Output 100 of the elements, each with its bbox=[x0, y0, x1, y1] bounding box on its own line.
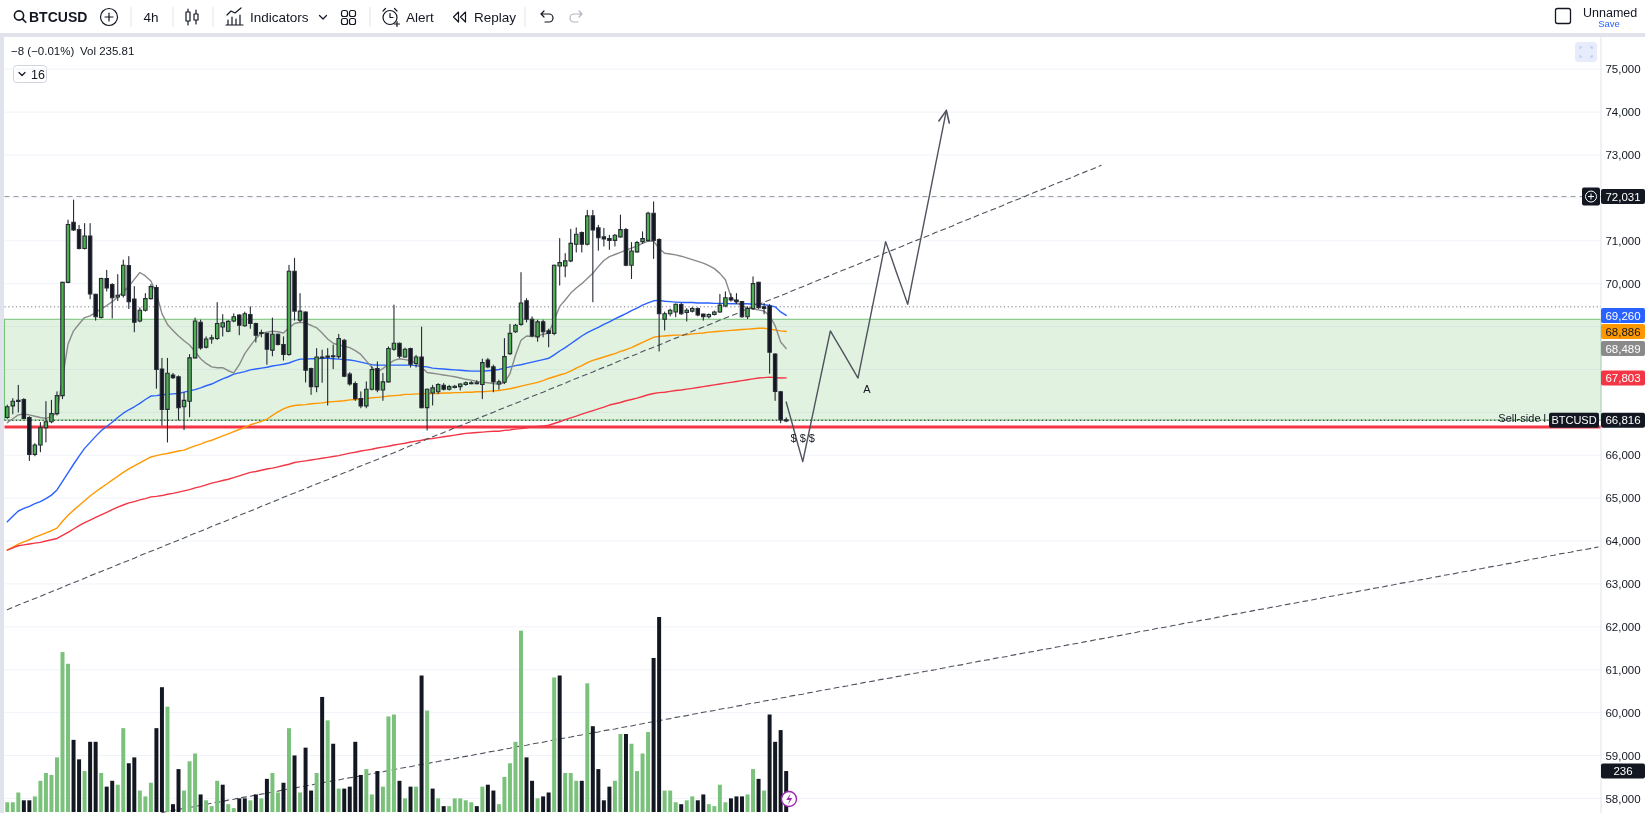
annotation: 68,489 bbox=[1605, 342, 1641, 355]
bar bbox=[563, 773, 568, 812]
bar bbox=[176, 769, 181, 812]
bar bbox=[325, 720, 330, 812]
annotation: 16 bbox=[31, 67, 45, 82]
bar bbox=[447, 806, 452, 812]
y-tick-label: 62,000 bbox=[1605, 620, 1641, 633]
bar bbox=[541, 796, 546, 812]
bar bbox=[552, 677, 557, 812]
bar bbox=[441, 806, 446, 812]
bar bbox=[673, 802, 678, 812]
bar bbox=[281, 782, 286, 812]
text: Save bbox=[1598, 17, 1620, 29]
bar bbox=[756, 778, 761, 812]
candlestick bbox=[513, 323, 518, 334]
bar bbox=[314, 773, 319, 812]
annotation: 67,803 bbox=[1605, 372, 1641, 385]
annotation: −8 (−0.01%) bbox=[11, 45, 75, 58]
annotation: Vol 235.81 bbox=[80, 45, 135, 58]
bar bbox=[391, 714, 396, 812]
bar bbox=[535, 798, 540, 812]
bar bbox=[264, 778, 269, 812]
ref-line-label: Sell-side l bbox=[1498, 411, 1546, 424]
bar bbox=[331, 743, 336, 812]
bar bbox=[248, 800, 253, 812]
text: 236 bbox=[1613, 765, 1633, 778]
bar bbox=[474, 806, 479, 812]
bar bbox=[364, 769, 369, 812]
y-tick-label: 64,000 bbox=[1605, 535, 1641, 548]
bar bbox=[358, 774, 363, 812]
bar bbox=[237, 798, 242, 812]
bar bbox=[679, 804, 684, 812]
y-tick-label: 73,000 bbox=[1605, 149, 1641, 162]
line-series bbox=[6, 299, 787, 523]
line-series bbox=[6, 240, 787, 424]
bar bbox=[430, 788, 435, 812]
y-tick-label: 60,000 bbox=[1605, 706, 1641, 719]
bar bbox=[425, 710, 430, 812]
bar bbox=[182, 790, 187, 812]
y-tick-label: 59,000 bbox=[1605, 749, 1641, 762]
bar bbox=[336, 788, 341, 812]
y-tick-label: 75,000 bbox=[1605, 63, 1641, 76]
y-tick-label: 65,000 bbox=[1605, 492, 1641, 505]
line-series bbox=[161, 546, 1599, 813]
bar bbox=[369, 794, 374, 812]
bar bbox=[198, 794, 203, 812]
bar bbox=[342, 788, 347, 812]
ref-line-label: 66,816 bbox=[1605, 414, 1641, 427]
y-tick-label: 58,000 bbox=[1605, 792, 1641, 805]
bar bbox=[507, 763, 512, 812]
ref-line-label: 72,031 bbox=[1605, 190, 1641, 203]
text: 4h bbox=[143, 9, 159, 25]
bar bbox=[740, 796, 744, 812]
text: Replay bbox=[474, 9, 517, 25]
y-tick-label: 70,000 bbox=[1605, 277, 1641, 290]
bar bbox=[159, 687, 164, 812]
bar bbox=[231, 808, 236, 812]
text: Alert bbox=[406, 9, 435, 25]
bar bbox=[519, 630, 523, 812]
bar bbox=[557, 675, 562, 812]
bar bbox=[397, 780, 402, 812]
bar bbox=[623, 734, 628, 812]
bar bbox=[93, 741, 98, 812]
bar bbox=[320, 696, 325, 812]
bar bbox=[148, 782, 153, 812]
bar bbox=[414, 786, 419, 812]
bar bbox=[54, 757, 59, 812]
y-tick-label: 71,000 bbox=[1605, 234, 1641, 247]
bar bbox=[165, 706, 170, 812]
bar bbox=[480, 786, 485, 812]
bar bbox=[242, 798, 247, 812]
y-tick-label: 74,000 bbox=[1605, 106, 1641, 119]
annotation: 68,886 bbox=[1605, 325, 1641, 338]
bar bbox=[82, 771, 87, 812]
bar bbox=[292, 755, 297, 812]
bar bbox=[579, 780, 584, 812]
y-tick-label: 66,000 bbox=[1605, 449, 1641, 462]
text: Indicators bbox=[250, 9, 309, 25]
candlestick bbox=[507, 323, 513, 355]
bar bbox=[66, 663, 71, 812]
bar bbox=[403, 798, 407, 812]
bar bbox=[298, 792, 303, 812]
bar bbox=[635, 771, 640, 812]
bar bbox=[171, 804, 175, 812]
bar bbox=[275, 792, 280, 812]
bar bbox=[220, 784, 225, 812]
text: Unnamed bbox=[1583, 5, 1638, 20]
y-tick-label: 61,000 bbox=[1605, 663, 1641, 676]
bar bbox=[585, 683, 590, 812]
bar bbox=[375, 771, 380, 812]
bar bbox=[419, 675, 424, 812]
chart-title: BTCUSD bbox=[29, 9, 88, 26]
bar bbox=[436, 798, 441, 812]
bar bbox=[154, 728, 159, 812]
bar bbox=[5, 802, 10, 812]
bar bbox=[287, 728, 291, 812]
bar bbox=[226, 804, 231, 812]
bar bbox=[88, 741, 93, 812]
annotation: 69,260 bbox=[1605, 309, 1641, 322]
bar bbox=[259, 798, 264, 812]
